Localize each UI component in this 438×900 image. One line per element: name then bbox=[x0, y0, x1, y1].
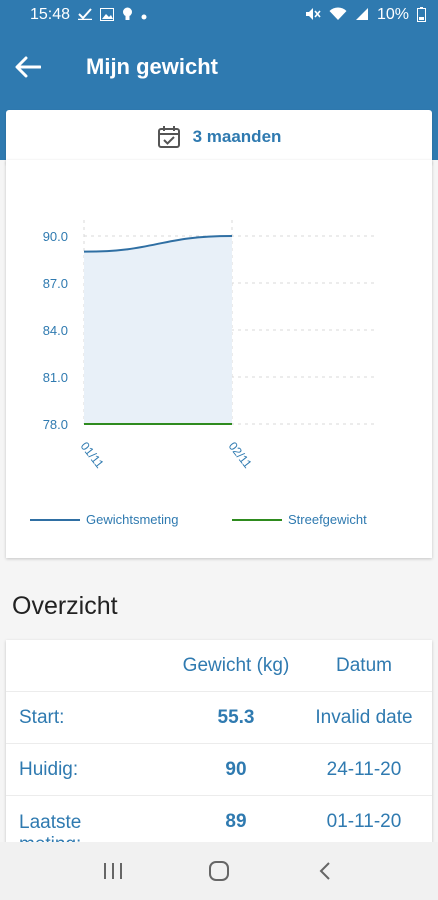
series-area bbox=[84, 236, 232, 424]
back-button[interactable] bbox=[0, 30, 58, 104]
status-time: 15:48 bbox=[30, 6, 71, 23]
system-nav-bar bbox=[0, 842, 438, 900]
legend-label: Streefgewicht bbox=[288, 512, 367, 527]
tab-strip: 3 maanden bbox=[0, 104, 438, 164]
row-weight: 55.3 bbox=[217, 707, 255, 728]
overview-title: Overzicht bbox=[12, 592, 118, 620]
row-label: Start: bbox=[19, 707, 65, 728]
header-date: Datum bbox=[336, 655, 392, 676]
weight-chart: 78.0 81.0 84.0 87.0 90.0 01/11 02/11 Gewichtsme… bbox=[6, 160, 432, 558]
status-right: 10% bbox=[305, 6, 426, 24]
recents-icon bbox=[104, 863, 122, 879]
table-row: Start: 55.3 Invalid date bbox=[6, 692, 432, 744]
legend-label: Gewichtsmeting bbox=[86, 512, 178, 527]
table-row: Huidig: 90 24-11-20 bbox=[6, 744, 432, 796]
home-button[interactable] bbox=[199, 851, 239, 891]
battery-level: 10% bbox=[376, 6, 409, 23]
signal-icon bbox=[355, 7, 369, 23]
recents-button[interactable] bbox=[93, 851, 133, 891]
check-icon bbox=[78, 8, 93, 22]
range-tab-label: 3 maanden bbox=[192, 127, 282, 146]
row-weight: 89 bbox=[225, 811, 247, 832]
system-back-button[interactable] bbox=[305, 851, 345, 891]
battery-icon bbox=[417, 6, 426, 24]
bulb-icon bbox=[122, 7, 133, 23]
wifi-icon bbox=[329, 7, 347, 23]
header-label bbox=[19, 640, 159, 692]
table-header: Gewicht (kg) Datum bbox=[6, 640, 432, 692]
page-title: Mijn gewicht bbox=[86, 54, 218, 79]
row-date: 01-11-20 bbox=[326, 811, 402, 832]
y-tick-label: 90.0 bbox=[43, 229, 68, 244]
header-weight: Gewicht (kg) bbox=[182, 655, 290, 676]
x-tick-label: 01/11 bbox=[78, 439, 107, 471]
row-date: 24-11-20 bbox=[326, 759, 402, 780]
series-line bbox=[83, 235, 233, 253]
range-tab[interactable]: 3 maanden bbox=[6, 110, 432, 164]
row-label: Huidig: bbox=[19, 759, 79, 780]
status-left: 15:48 bbox=[30, 6, 147, 24]
y-tick-label: 78.0 bbox=[43, 417, 68, 432]
back-icon bbox=[319, 862, 330, 880]
status-bar: 15:48 10% bbox=[0, 0, 438, 30]
calendar-check-icon bbox=[157, 126, 180, 148]
row-weight: 90 bbox=[225, 759, 247, 780]
y-tick-label: 87.0 bbox=[43, 276, 68, 291]
image-icon bbox=[100, 7, 115, 23]
arrow-left-icon bbox=[15, 56, 41, 78]
table-row: Laatste meting: 89 01-11-20 bbox=[6, 796, 432, 855]
mute-icon bbox=[305, 7, 321, 23]
overview-table: Gewicht (kg) Datum Start: 55.3 Invalid d… bbox=[6, 640, 432, 860]
y-tick-label: 81.0 bbox=[43, 370, 68, 385]
row-label: Laatste meting: bbox=[19, 812, 82, 855]
app-bar: Mijn gewicht bbox=[0, 30, 438, 104]
chart-svg: 78.0 81.0 84.0 87.0 90.0 01/11 02/11 Gewichtsme… bbox=[30, 220, 378, 527]
home-icon bbox=[209, 861, 229, 881]
row-date: Invalid date bbox=[315, 707, 413, 728]
y-tick-label: 84.0 bbox=[43, 323, 68, 338]
x-tick-label: 02/11 bbox=[226, 439, 255, 471]
dot-icon bbox=[141, 9, 147, 22]
